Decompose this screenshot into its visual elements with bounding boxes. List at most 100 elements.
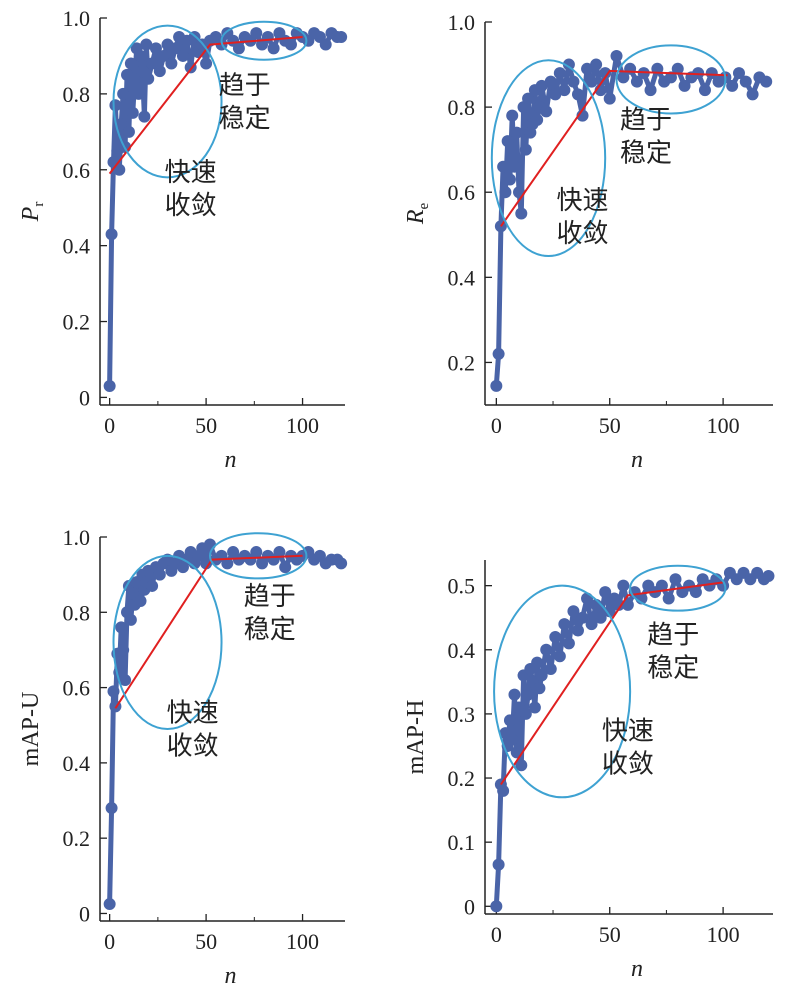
series-point bbox=[549, 88, 562, 101]
series-point bbox=[497, 784, 510, 797]
annotation-stable: 趋于 bbox=[219, 71, 271, 101]
series-point bbox=[140, 38, 153, 51]
series-point bbox=[567, 605, 580, 618]
trend-line bbox=[500, 581, 724, 786]
x-tick-label: 50 bbox=[599, 922, 621, 947]
series-point bbox=[662, 592, 675, 605]
series-point bbox=[599, 67, 612, 80]
series-point bbox=[585, 75, 598, 88]
series-point bbox=[515, 759, 528, 772]
series-point bbox=[739, 75, 752, 88]
series-point bbox=[146, 57, 159, 70]
y-tick-label: 0.6 bbox=[63, 676, 91, 701]
annotation-fast-convergence: 快速 bbox=[557, 186, 609, 216]
series-point bbox=[506, 109, 519, 122]
y-tick-label: 0.4 bbox=[448, 265, 476, 290]
series-point bbox=[319, 38, 332, 51]
y-tick-label: 0.2 bbox=[63, 310, 91, 335]
series-point bbox=[490, 379, 503, 392]
trend-line bbox=[500, 69, 728, 227]
y-tick-label: 0 bbox=[79, 901, 90, 926]
series-point bbox=[132, 87, 145, 100]
series-point bbox=[535, 669, 548, 682]
series-point bbox=[553, 650, 566, 663]
series-point bbox=[506, 733, 519, 746]
series-point bbox=[528, 701, 541, 714]
series-point bbox=[522, 688, 535, 701]
y-axis-label: mAP-H bbox=[403, 700, 429, 775]
x-tick-label: 0 bbox=[491, 922, 502, 947]
series-point bbox=[513, 186, 526, 199]
x-tick-label: 50 bbox=[599, 413, 621, 438]
series-point bbox=[157, 49, 170, 62]
annotation-stable: 趋于 bbox=[647, 620, 699, 650]
series-point bbox=[200, 557, 213, 570]
series-point bbox=[558, 618, 571, 631]
stable-ellipse bbox=[629, 564, 727, 612]
series-point bbox=[107, 685, 120, 698]
y-tick-label: 0 bbox=[464, 894, 475, 919]
y-tick-label: 1.0 bbox=[63, 6, 91, 31]
annotation-fast-convergence: 快速 bbox=[165, 158, 217, 188]
series-point bbox=[492, 347, 505, 360]
series-point bbox=[503, 173, 516, 186]
series-point bbox=[669, 573, 682, 586]
series-point bbox=[250, 27, 263, 40]
series-point bbox=[250, 546, 263, 559]
series-point bbox=[664, 71, 677, 84]
y-tick-label: 0.6 bbox=[448, 180, 476, 205]
x-axis-label: n bbox=[225, 963, 237, 989]
series-point bbox=[603, 92, 616, 105]
y-tick-label: 0 bbox=[79, 385, 90, 410]
annotation-stable: 稳定 bbox=[647, 653, 699, 683]
series-point bbox=[105, 802, 118, 815]
series-point bbox=[115, 118, 128, 131]
annotation-stable: 趋于 bbox=[620, 105, 672, 135]
series-point bbox=[273, 546, 286, 559]
series-point bbox=[610, 50, 623, 63]
series-point bbox=[122, 125, 135, 138]
y-tick-label: 0.8 bbox=[63, 600, 91, 625]
x-tick-label: 100 bbox=[286, 929, 319, 954]
series-point bbox=[117, 87, 130, 100]
annotation-fast-convergence: 快速 bbox=[602, 717, 654, 747]
y-tick-label: 0.4 bbox=[63, 234, 91, 259]
y-tick-label: 0.2 bbox=[448, 350, 476, 375]
series-point bbox=[232, 42, 245, 55]
series-point bbox=[590, 58, 603, 71]
series-point bbox=[533, 682, 546, 695]
series-point bbox=[544, 663, 557, 676]
series-point bbox=[531, 656, 544, 669]
series-point bbox=[678, 79, 691, 92]
fast-convergence-ellipse bbox=[112, 554, 223, 730]
series-point bbox=[169, 42, 182, 55]
y-tick-label: 0.8 bbox=[448, 95, 476, 120]
fast-convergence-ellipse bbox=[493, 584, 632, 799]
annotation-stable: 稳定 bbox=[244, 615, 296, 645]
y-tick-label: 0.5 bbox=[448, 574, 476, 599]
y-axis-label-subscript: r bbox=[31, 202, 47, 207]
series-point bbox=[630, 75, 643, 88]
series-point bbox=[149, 42, 162, 55]
series-point bbox=[549, 630, 562, 643]
x-tick-label: 0 bbox=[104, 929, 115, 954]
series-point bbox=[117, 643, 130, 656]
series-point bbox=[571, 88, 584, 101]
y-axis-label-subscript: e bbox=[416, 203, 432, 210]
series-point bbox=[200, 57, 213, 70]
series-point bbox=[124, 613, 137, 626]
series-point bbox=[732, 67, 745, 80]
series-point bbox=[567, 75, 580, 88]
series-point bbox=[519, 707, 532, 720]
series-point bbox=[617, 71, 630, 84]
series-point bbox=[603, 605, 616, 618]
x-tick-label: 100 bbox=[707, 922, 740, 947]
series-point bbox=[762, 570, 775, 583]
series-point bbox=[576, 611, 589, 624]
y-tick-label: 1.0 bbox=[448, 10, 476, 35]
series-point bbox=[540, 643, 553, 656]
trend-line bbox=[108, 36, 303, 175]
series-point bbox=[501, 135, 514, 148]
